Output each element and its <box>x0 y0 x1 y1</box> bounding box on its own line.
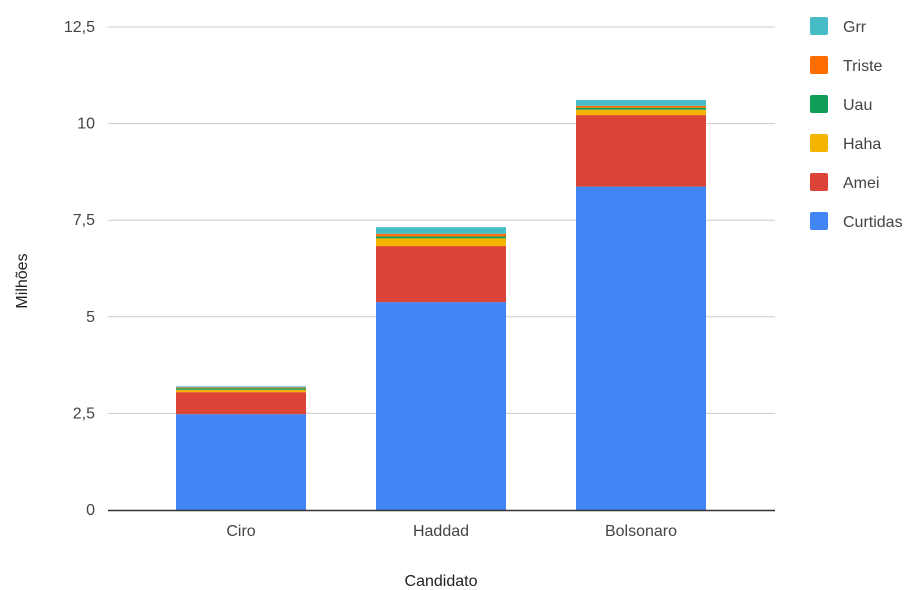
legend-swatch <box>810 17 828 35</box>
bars <box>176 100 706 511</box>
bar-segment-curtidas <box>176 414 306 510</box>
legend-label: Haha <box>843 136 881 153</box>
bar-segment-grr <box>176 386 306 388</box>
legend-label: Grr <box>843 19 867 36</box>
y-tick-label: 0 <box>86 502 95 519</box>
bar-segment-haha <box>576 109 706 116</box>
y-tick-label: 10 <box>77 116 95 133</box>
legend-label: Curtidas <box>843 214 903 231</box>
bar-segment-amei <box>576 115 706 187</box>
bar-segment-grr <box>576 100 706 106</box>
legend-item-haha: Haha <box>810 134 881 153</box>
y-tick-label: 5 <box>86 309 95 326</box>
legend-swatch <box>810 134 828 152</box>
bar-segment-grr <box>376 227 506 234</box>
legend-item-uau: Uau <box>810 95 872 114</box>
legend-swatch <box>810 56 828 74</box>
bar-segment-triste <box>576 105 706 108</box>
legend-item-curtidas: Curtidas <box>810 212 903 231</box>
y-tick-label: 12,5 <box>64 19 95 36</box>
y-tick-label: 2,5 <box>73 405 95 422</box>
legend-label: Amei <box>843 175 879 192</box>
legend-item-amei: Amei <box>810 173 879 192</box>
bar-segment-curtidas <box>376 302 506 510</box>
legend: Grr Triste Uau Haha Amei Curtidas <box>810 17 903 231</box>
bar-stack-bolsonaro <box>576 100 706 511</box>
legend-swatch <box>810 95 828 113</box>
bar-segment-uau <box>376 236 506 239</box>
legend-label: Uau <box>843 97 872 114</box>
bar-stack-haddad <box>376 227 506 510</box>
legend-label: Triste <box>843 58 883 75</box>
x-tick-label: Haddad <box>413 523 469 540</box>
bar-segment-haha <box>176 389 306 393</box>
x-axis-ticks: Ciro Haddad Bolsonaro <box>226 523 677 540</box>
legend-swatch <box>810 173 828 191</box>
bar-segment-haha <box>376 238 506 247</box>
bar-segment-amei <box>376 246 506 303</box>
bar-segment-curtidas <box>576 186 706 511</box>
x-tick-label: Ciro <box>226 523 255 540</box>
y-tick-label: 7,5 <box>73 212 95 229</box>
legend-swatch <box>810 212 828 230</box>
x-axis-title: Candidato <box>405 573 478 590</box>
legend-item-grr: Grr <box>810 17 867 36</box>
bar-segment-uau <box>576 107 706 110</box>
bar-segment-amei <box>176 392 306 415</box>
bar-segment-uau <box>176 388 306 390</box>
y-axis-ticks: 0 2,5 5 7,5 10 12,5 <box>64 19 95 519</box>
bar-segment-triste <box>376 233 506 237</box>
legend-item-triste: Triste <box>810 56 883 75</box>
x-tick-label: Bolsonaro <box>605 523 677 540</box>
bar-segment-triste <box>176 387 306 389</box>
y-axis-title: Milhões <box>14 253 31 308</box>
bar-stack-ciro <box>176 386 306 510</box>
